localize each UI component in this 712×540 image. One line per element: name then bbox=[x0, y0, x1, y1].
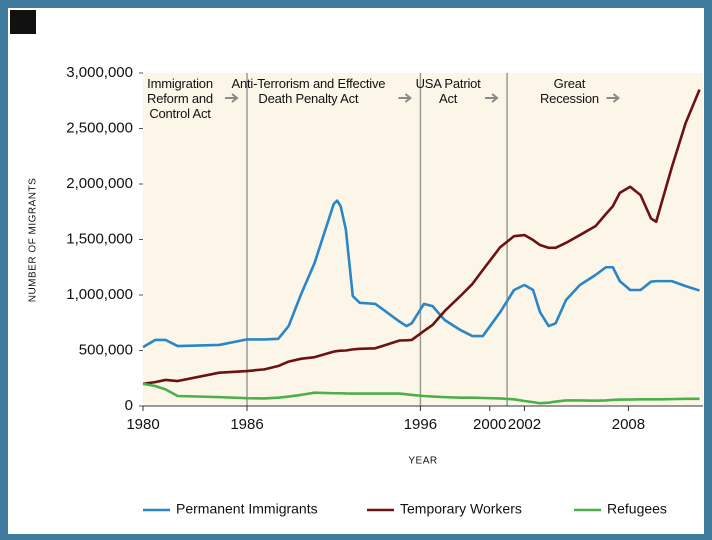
panel: NUMBER OF MIGRANTS YEAR 0 500,000 1,000,00… bbox=[8, 8, 704, 534]
series-line bbox=[142, 199, 700, 349]
y-tick-label: 1,500,000 bbox=[66, 230, 133, 247]
x-tick-label: 1986 bbox=[230, 416, 263, 433]
annotation-arrow bbox=[398, 93, 412, 103]
y-tick-label: 2,500,000 bbox=[66, 119, 133, 136]
legend-label: Refugees bbox=[607, 501, 667, 517]
annotation: USA Patriot Act bbox=[415, 76, 481, 106]
annotation-arrow bbox=[606, 93, 621, 103]
y-tick-label: 500,000 bbox=[79, 341, 133, 358]
plot-background bbox=[143, 73, 703, 406]
series-line bbox=[142, 89, 701, 386]
x-tick-label: 2002 bbox=[508, 416, 541, 433]
corner-block bbox=[10, 10, 36, 34]
x-tick-label: 1996 bbox=[404, 416, 437, 433]
y-axis-label: NUMBER OF MIGRANTS bbox=[28, 178, 39, 303]
legend-label: Permanent Immigrants bbox=[176, 501, 318, 517]
x-tick-label: 2008 bbox=[612, 416, 645, 433]
legend-label: Temporary Workers bbox=[400, 501, 522, 517]
y-tick-label: 1,000,000 bbox=[66, 286, 133, 303]
series-line bbox=[142, 382, 700, 405]
annotation: Great Recession bbox=[539, 76, 599, 106]
chart: NUMBER OF MIGRANTS YEAR 0 500,000 1,000,00… bbox=[10, 10, 703, 517]
annotation-arrow bbox=[485, 93, 499, 103]
y-tick-label: 2,000,000 bbox=[66, 175, 133, 192]
x-tick-label: 2000 bbox=[473, 416, 506, 433]
x-axis-label: YEAR bbox=[408, 456, 437, 467]
x-tick-label: 1980 bbox=[126, 416, 159, 433]
annotation: Anti-Terrorism and Effective Death Penal… bbox=[231, 76, 386, 106]
y-tick-label: 0 bbox=[125, 397, 133, 414]
y-tick-label: 3,000,000 bbox=[66, 64, 133, 81]
annotation-arrow bbox=[225, 93, 239, 103]
annotation: Immigration Reform and Control Act bbox=[147, 76, 213, 121]
